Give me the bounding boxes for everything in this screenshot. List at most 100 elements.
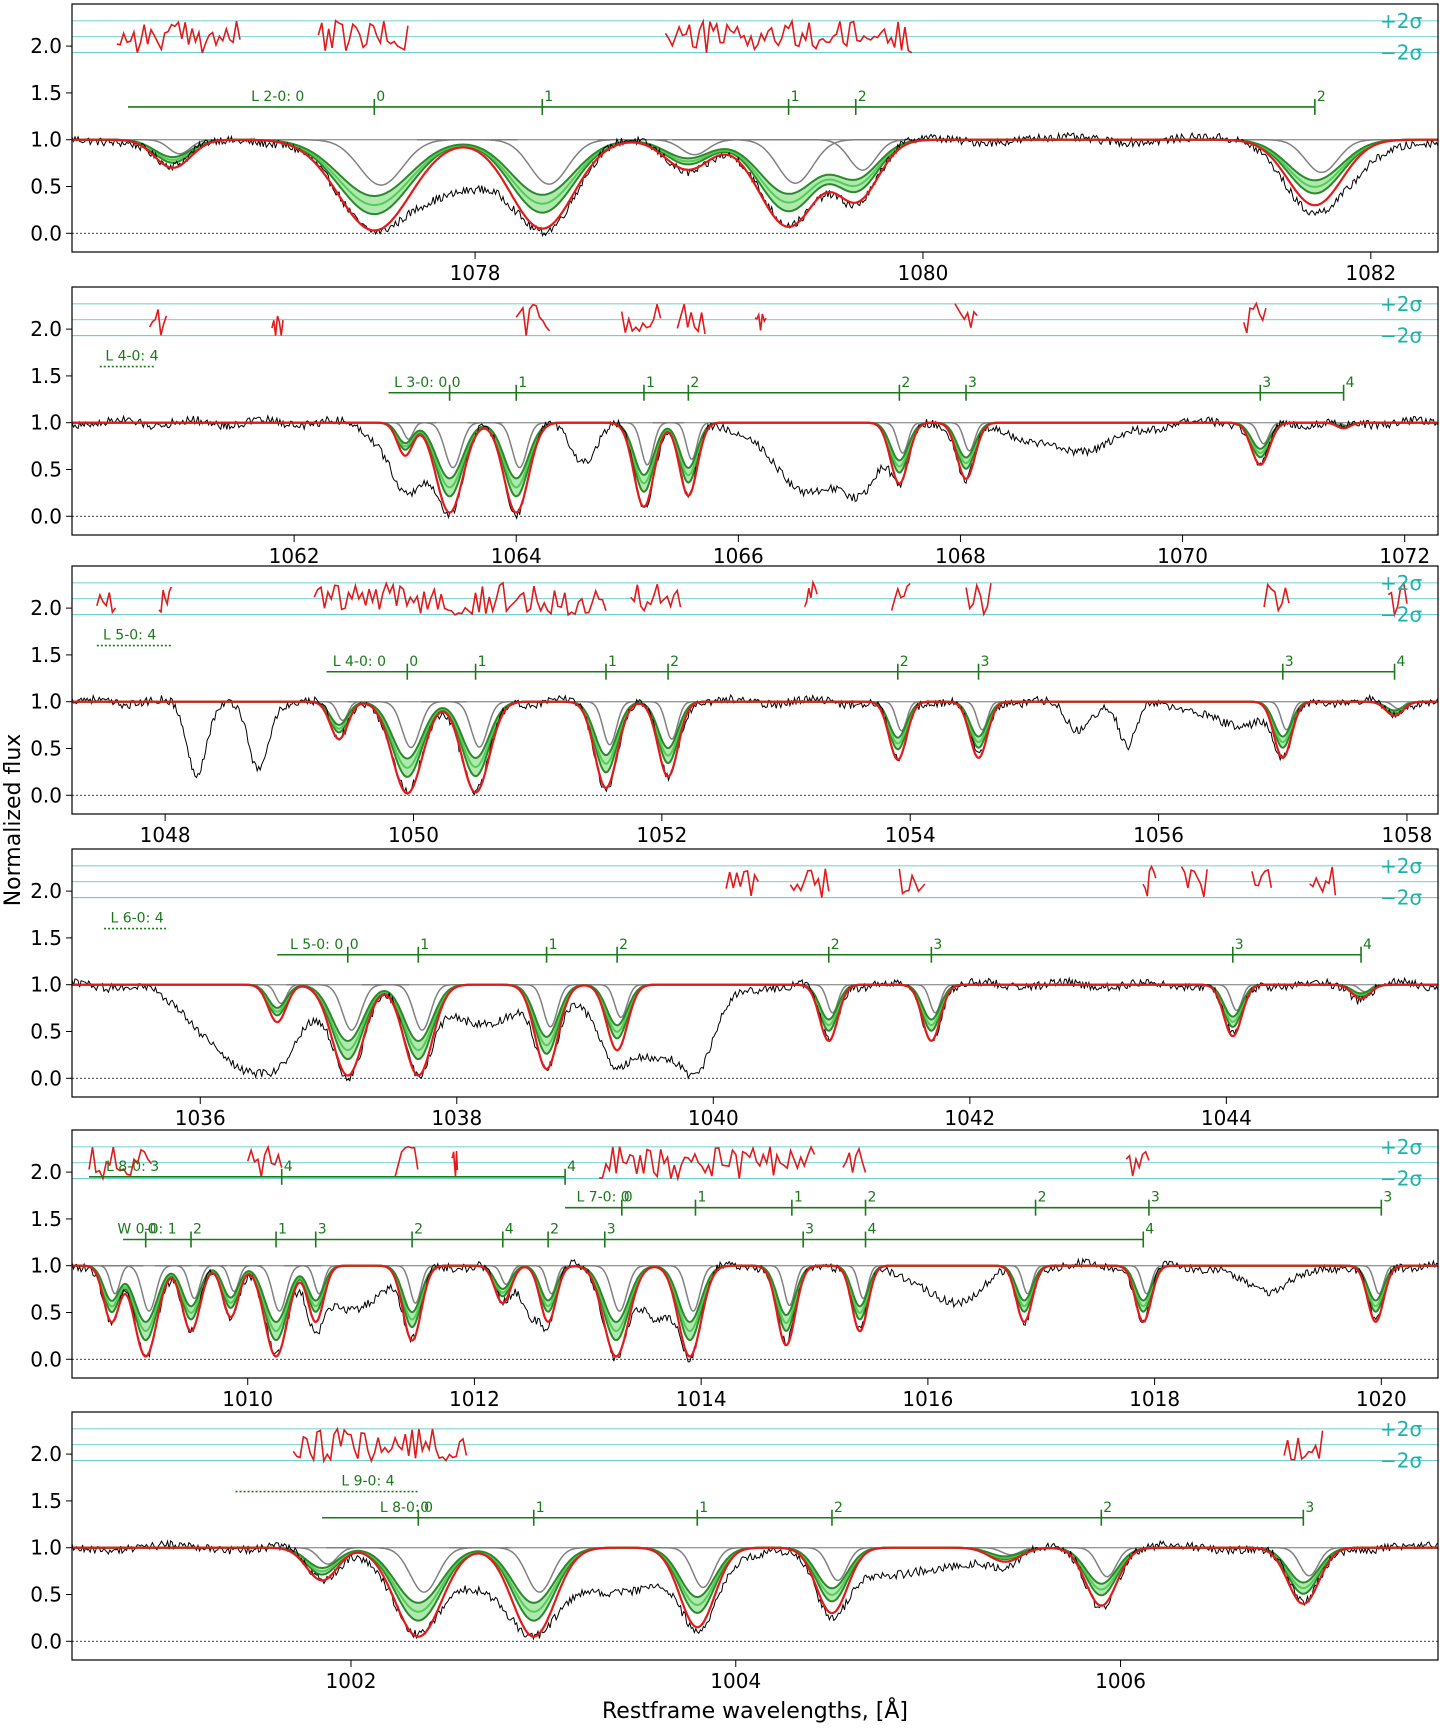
transition-tick-label: 1 (791, 89, 800, 105)
transition-tick-label: 2 (193, 1221, 202, 1237)
transition-series-label: L 2-0: 0 (251, 89, 304, 105)
residual-segment (515, 303, 551, 336)
transition-tick-label: 2 (690, 375, 699, 391)
y-tick-label: 0.5 (30, 736, 62, 760)
x-tick-label: 1050 (388, 823, 439, 847)
grey-component-profile (863, 421, 935, 454)
transition-series-label: L 4-0: 4 (105, 349, 158, 365)
y-tick-label: 0.5 (30, 1300, 62, 1324)
panel-plot-area: L 2-0: 0 0 1 1 2 2 (72, 18, 1438, 237)
y-tick-label: 2.0 (30, 879, 62, 903)
transition-tick-label: 0 (452, 375, 461, 391)
transition-tick-label: 2 (619, 937, 628, 953)
x-tick-label: 1066 (713, 544, 764, 568)
total-model (72, 1546, 1438, 1638)
panel-4: L 6-0: 4 L 5-0: 0 0 1 1 2 2 3 3 4 0.0 0.5 1.0 1.5 2.0 1… (30, 848, 1439, 1130)
y-tick-label: 0.0 (30, 1347, 62, 1371)
residual-segment (890, 582, 911, 611)
grey-component-profile (421, 700, 531, 748)
y-tick-label: 1.5 (30, 643, 62, 667)
residual-segment (620, 304, 662, 333)
transition-tick-label: 0 (148, 1221, 157, 1237)
residual-segment (599, 1144, 816, 1182)
component-band (72, 1265, 1438, 1341)
component-band (72, 984, 1438, 1060)
transition-tick-label: 2 (1038, 1190, 1047, 1206)
transition-tick-label: 2 (900, 654, 909, 670)
y-tick-label: 1.5 (30, 81, 62, 105)
x-tick-label: 1054 (885, 823, 936, 847)
transition-tick-label: 1 (278, 1221, 287, 1237)
panel-5: L 8-0: 3 4 4L 7-0: 00 1 1 2 2 3 3W 0-0: 10 2 1 3 2 4 2… (30, 1129, 1439, 1411)
grey-component-profile (992, 1264, 1056, 1295)
grey-component-profile (628, 1546, 767, 1589)
grey-component-profile (672, 138, 905, 184)
x-tick-label: 1068 (935, 544, 986, 568)
residual-segment (1242, 301, 1267, 334)
x-tick-label: 1078 (450, 261, 501, 285)
transition-tick-label: 3 (607, 1221, 616, 1237)
total-model (72, 138, 1438, 232)
residual-segment (1251, 868, 1273, 888)
total-model (72, 983, 1438, 1077)
y-tick-label: 1.5 (30, 1489, 62, 1513)
grey-component-profile (516, 1264, 580, 1295)
transition-series-label: L 5-0: 4 (103, 628, 156, 644)
transition-tick-label: 0 (376, 89, 385, 105)
residual-segment (88, 1146, 153, 1182)
transition-tick-label: 2 (834, 1500, 843, 1516)
transition-tick-label: 4 (1145, 1221, 1154, 1237)
panel-2: L 4-0: 4 L 3-0: 0 0 1 1 2 2 3 3 4 0.0 0.5 1.0 1.5 2.0 1… (30, 286, 1439, 568)
residual-segment (676, 303, 706, 335)
total-model (72, 1264, 1438, 1358)
residual-segment (954, 303, 978, 328)
x-tick-label: 1018 (1129, 1387, 1180, 1411)
grey-component-profile (361, 983, 475, 1031)
transition-tick-label: 1 (536, 1500, 545, 1516)
transition-tick-label: 4 (284, 1159, 293, 1175)
grey-component-profile (1207, 138, 1423, 174)
grey-component-profile (1248, 700, 1318, 731)
transition-tick-label: 3 (968, 375, 977, 391)
residual-segment (96, 592, 117, 615)
transition-tick-label: 1 (646, 375, 655, 391)
observed-spectrum (72, 1539, 1438, 1641)
x-tick-label: 1012 (449, 1387, 500, 1411)
panel-1: L 2-0: 0 0 1 1 2 2 0.0 0.5 1.0 1.5 2.0 1078 1080 1082… (30, 3, 1439, 285)
sigma-label: −2σ (1380, 603, 1422, 627)
y-tick-label: 0.0 (30, 783, 62, 807)
x-tick-label: 1044 (1201, 1106, 1252, 1130)
y-tick-label: 1.0 (30, 1254, 62, 1278)
transition-tick-label: 2 (414, 1221, 423, 1237)
x-tick-label: 1014 (676, 1387, 727, 1411)
component-profile (72, 700, 1438, 760)
residual-segment (317, 19, 409, 51)
y-tick-label: 1.5 (30, 1207, 62, 1231)
component-profile (72, 138, 1438, 197)
transition-tick-label: 3 (981, 654, 990, 670)
transition-tick-label: 3 (805, 1221, 814, 1237)
grey-component-profile (375, 1264, 449, 1304)
residual-segment (148, 309, 168, 336)
y-tick-label: 0.5 (30, 1582, 62, 1606)
transition-series-label: L 7-0: 0 (576, 1190, 629, 1206)
transition-tick-label: 2 (901, 375, 910, 391)
grey-component-profile (749, 1264, 823, 1307)
component-band (72, 422, 1438, 497)
panel-plot-area: L 9-0: 4 L 8-0: 00 1 1 2 2 3 (72, 1426, 1438, 1642)
grey-component-profile (828, 1264, 892, 1300)
x-tick-label: 1038 (431, 1106, 482, 1130)
x-tick-label: 1016 (902, 1387, 953, 1411)
x-tick-label: 1058 (1382, 823, 1433, 847)
residual-segment (1180, 866, 1208, 897)
transition-tick-label: 1 (518, 375, 527, 391)
y-tick-label: 2.0 (30, 34, 62, 58)
residual-segment (1309, 866, 1337, 896)
grey-component-profile (895, 983, 968, 1014)
observed-spectrum (72, 1257, 1438, 1363)
transition-tick-label: 2 (1103, 1500, 1112, 1516)
grey-component-profile (576, 983, 659, 1019)
residual-segment (1263, 582, 1290, 613)
transition-tick-label: 1 (697, 1190, 706, 1206)
